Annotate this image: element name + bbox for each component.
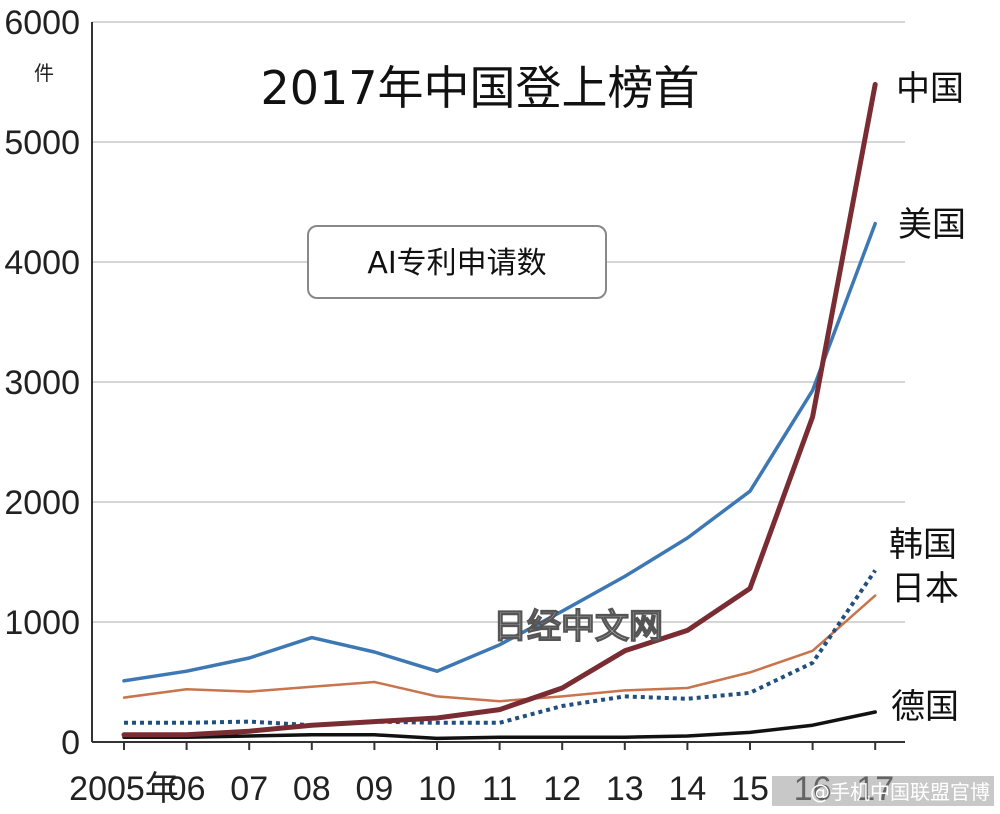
x-tick-labels: 2005年060708091011121314151617 <box>69 742 894 808</box>
y-tick-label: 4000 <box>4 244 80 282</box>
chart-title: 2017年中国登上榜首 <box>260 61 699 115</box>
series-line-0 <box>122 221 877 683</box>
x-tick-label: 2005年 <box>69 770 179 808</box>
series-lines <box>121 81 878 741</box>
series-line-3 <box>122 594 877 703</box>
subtitle-frame <box>307 225 607 299</box>
series-label-3: 日本 <box>891 569 959 609</box>
chart-subtitle: AI专利申请数 <box>367 246 546 281</box>
series-label-0: 美国 <box>898 205 966 245</box>
series-line-1 <box>121 81 878 738</box>
x-tick-label: 07 <box>230 770 268 808</box>
x-tick-label: 15 <box>731 770 769 808</box>
x-tick-label: 10 <box>418 770 456 808</box>
y-tick-label: 6000 <box>4 4 80 42</box>
watermark: 日经中文网 <box>493 607 663 647</box>
series-label-2: 韩国 <box>889 525 957 565</box>
x-tick-label: 14 <box>668 770 706 808</box>
x-tick-label: 08 <box>293 770 331 808</box>
x-tick-label: 06 <box>168 770 206 808</box>
series-label-1: 中国 <box>896 69 964 109</box>
y-tick-label: 5000 <box>4 124 80 162</box>
series-line-4 <box>122 710 877 741</box>
y-tick-label: 1000 <box>4 604 80 642</box>
x-tick-label: 12 <box>543 770 581 808</box>
y-tick-label: 3000 <box>4 364 80 402</box>
subtitle-box: AI专利申请数 <box>307 225 607 299</box>
series-label-4: 德国 <box>891 687 959 727</box>
gridlines <box>92 21 905 623</box>
y-tick-label: 0 <box>61 724 80 762</box>
axes <box>91 22 905 743</box>
y-unit-label: 件 <box>34 61 54 85</box>
credit-backdrop <box>772 776 994 806</box>
y-tick-label: 2000 <box>4 484 80 522</box>
x-tick-label: 09 <box>355 770 393 808</box>
credit-text: @手机中国联盟官博 <box>810 780 990 804</box>
x-tick-label: 13 <box>606 770 644 808</box>
y-tick-labels: 0 1000 2000 3000 4000 5000 6000 <box>4 4 80 762</box>
x-tick-label: 11 <box>482 770 517 808</box>
credit: @手机中国联盟官博 <box>772 776 994 806</box>
